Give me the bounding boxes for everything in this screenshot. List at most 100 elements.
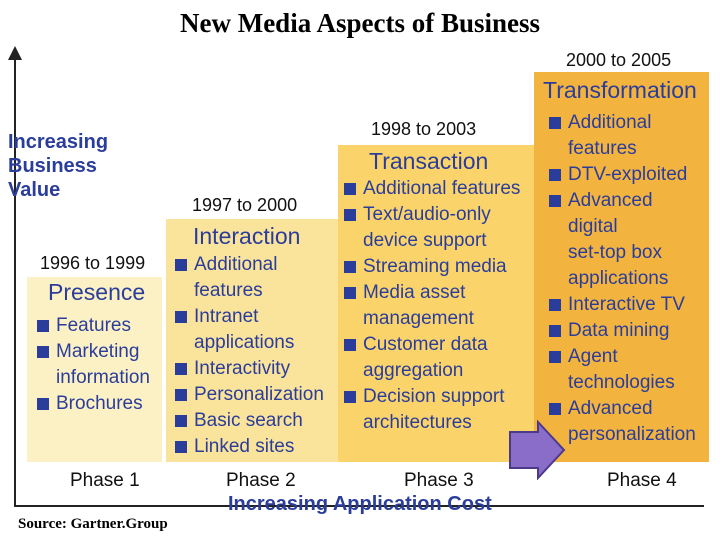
phase-2-heading: Interaction — [193, 223, 301, 249]
bullet-icon — [37, 398, 49, 410]
item-line: Marketing — [56, 341, 140, 362]
item-line: set-top box — [568, 242, 662, 263]
item-line: Brochures — [56, 393, 143, 414]
bullet-icon — [344, 261, 356, 273]
item-line: Data mining — [568, 320, 670, 341]
item-line: aggregation — [363, 360, 464, 381]
item-line: Additional features — [363, 178, 521, 199]
item-line: features — [568, 138, 637, 159]
phase-2-label: Phase 2 — [226, 470, 296, 491]
item-line: technologies — [568, 372, 675, 393]
phase-1-item-list: Features Marketing information Brochures — [36, 313, 150, 417]
phase-1-heading: Presence — [48, 279, 146, 305]
bullet-icon — [37, 320, 49, 332]
y-axis-label-line: Increasing — [8, 131, 109, 153]
page-title: New Media Aspects of Business — [179, 8, 540, 38]
item-line: information — [56, 367, 150, 388]
item-line: Additional — [568, 112, 652, 133]
phase-1-label: Phase 1 — [70, 470, 140, 491]
x-axis-line — [14, 505, 704, 507]
phase-3-label: Phase 3 — [404, 470, 474, 491]
bullet-icon — [344, 339, 356, 351]
item-line: features — [194, 280, 263, 301]
bullet-icon — [549, 169, 561, 181]
item-line: DTV-exploited — [568, 164, 688, 185]
item-line: Streaming media — [363, 256, 507, 277]
phase-2-item-list: Additional features Intranet applications … — [174, 252, 324, 460]
y-axis-line — [14, 58, 16, 506]
phase-4-label: Phase 4 — [607, 470, 677, 491]
phase-3-box — [338, 145, 534, 462]
item-line: Advanced — [568, 190, 653, 211]
bullet-icon — [549, 325, 561, 337]
list-item: Brochures — [36, 391, 150, 417]
list-item: Interactive TV — [548, 292, 696, 318]
item-line: Linked sites — [194, 436, 295, 457]
item-line: Basic search — [194, 410, 303, 431]
bullet-icon — [175, 441, 187, 453]
item-line: Features — [56, 315, 131, 336]
item-line: applications — [568, 268, 669, 289]
phase-3-heading: Transaction — [369, 148, 489, 174]
list-item: Text/audio-only device support — [343, 202, 520, 254]
bullet-icon — [344, 287, 356, 299]
bullet-icon — [37, 346, 49, 358]
phase-4-years: 2000 to 2005 — [566, 50, 672, 70]
list-item: Marketing information — [36, 339, 150, 391]
list-item: Additional features — [174, 252, 324, 304]
phase-1-years: 1996 to 1999 — [40, 253, 146, 273]
phase-2-years: 1997 to 2000 — [192, 195, 298, 215]
list-item: Personalization — [174, 382, 324, 408]
bullet-icon — [344, 391, 356, 403]
phase-2-box — [166, 219, 338, 462]
phase-3-item-list: Additional features Text/audio-only devic… — [343, 176, 520, 436]
item-line: Text/audio-only — [363, 204, 491, 225]
y-axis-label-line: Value — [8, 179, 61, 201]
list-item: Features — [36, 313, 150, 339]
list-item: Streaming media — [343, 254, 520, 280]
list-item: Basic search — [174, 408, 324, 434]
bullet-icon — [175, 363, 187, 375]
item-line: Additional — [194, 254, 278, 275]
item-line: Interactivity — [194, 358, 291, 379]
bullet-icon — [344, 209, 356, 221]
list-item: Interactivity — [174, 356, 324, 382]
item-line: Agent — [568, 346, 618, 367]
y-axis-label: Increasing Business Value — [8, 130, 138, 202]
phase-3-years: 1998 to 2003 — [371, 119, 477, 139]
x-axis-label: Increasing Application Cost — [228, 493, 492, 515]
bullet-icon — [175, 259, 187, 271]
list-item: DTV-exploited — [548, 162, 696, 188]
bullet-icon — [549, 403, 561, 415]
list-item: Data mining — [548, 318, 696, 344]
list-item: Linked sites — [174, 434, 324, 460]
list-item: Additional features — [343, 176, 520, 202]
item-line: Decision support — [363, 386, 505, 407]
bullet-icon — [175, 311, 187, 323]
bullet-icon — [549, 351, 561, 363]
item-line: Advanced — [568, 398, 653, 419]
bullet-icon — [175, 415, 187, 427]
list-item: Intranet applications — [174, 304, 324, 356]
bullet-icon — [344, 183, 356, 195]
phase-1-box — [27, 277, 162, 462]
item-line: Intranet — [194, 306, 259, 327]
bullet-icon — [175, 389, 187, 401]
phase-4-heading: Transformation — [543, 77, 697, 103]
transition-arrow-icon — [509, 420, 566, 480]
item-line: personalization — [568, 424, 696, 445]
list-item: Additional features — [548, 110, 696, 162]
bullet-icon — [549, 299, 561, 311]
list-item: Decision support architectures — [343, 384, 520, 436]
phase-4-box — [534, 72, 709, 462]
list-item: Agent technologies — [548, 344, 696, 396]
list-item: Media asset management — [343, 280, 520, 332]
bullet-icon — [549, 117, 561, 129]
bullet-icon — [549, 195, 561, 207]
y-axis-arrowhead — [8, 46, 22, 60]
item-line: Interactive TV — [568, 294, 685, 315]
item-line: architectures — [363, 412, 472, 433]
item-line: applications — [194, 332, 295, 353]
item-line: digital — [568, 216, 618, 237]
list-item: Advanced digital set-top box applications — [548, 188, 696, 292]
